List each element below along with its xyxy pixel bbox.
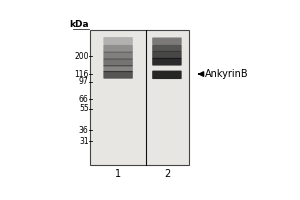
Bar	[90, 30, 189, 165]
FancyBboxPatch shape	[152, 37, 182, 44]
FancyBboxPatch shape	[103, 52, 133, 59]
FancyBboxPatch shape	[152, 71, 182, 79]
Text: AnkyrinB: AnkyrinB	[205, 69, 248, 79]
Text: 55: 55	[79, 104, 89, 113]
Text: 1: 1	[115, 169, 121, 179]
FancyBboxPatch shape	[103, 37, 133, 45]
Text: 200: 200	[74, 52, 89, 61]
Text: 31: 31	[79, 137, 89, 146]
FancyBboxPatch shape	[152, 58, 182, 66]
Text: 2: 2	[164, 169, 170, 179]
Text: kDa: kDa	[69, 20, 89, 29]
Text: 66: 66	[79, 95, 89, 104]
FancyBboxPatch shape	[152, 51, 182, 59]
FancyBboxPatch shape	[152, 44, 182, 51]
Text: 97: 97	[79, 77, 89, 86]
FancyBboxPatch shape	[103, 71, 133, 79]
FancyBboxPatch shape	[103, 65, 133, 72]
FancyBboxPatch shape	[103, 45, 133, 52]
FancyBboxPatch shape	[103, 59, 133, 66]
Text: 36: 36	[79, 126, 89, 135]
Text: 116: 116	[74, 70, 89, 79]
